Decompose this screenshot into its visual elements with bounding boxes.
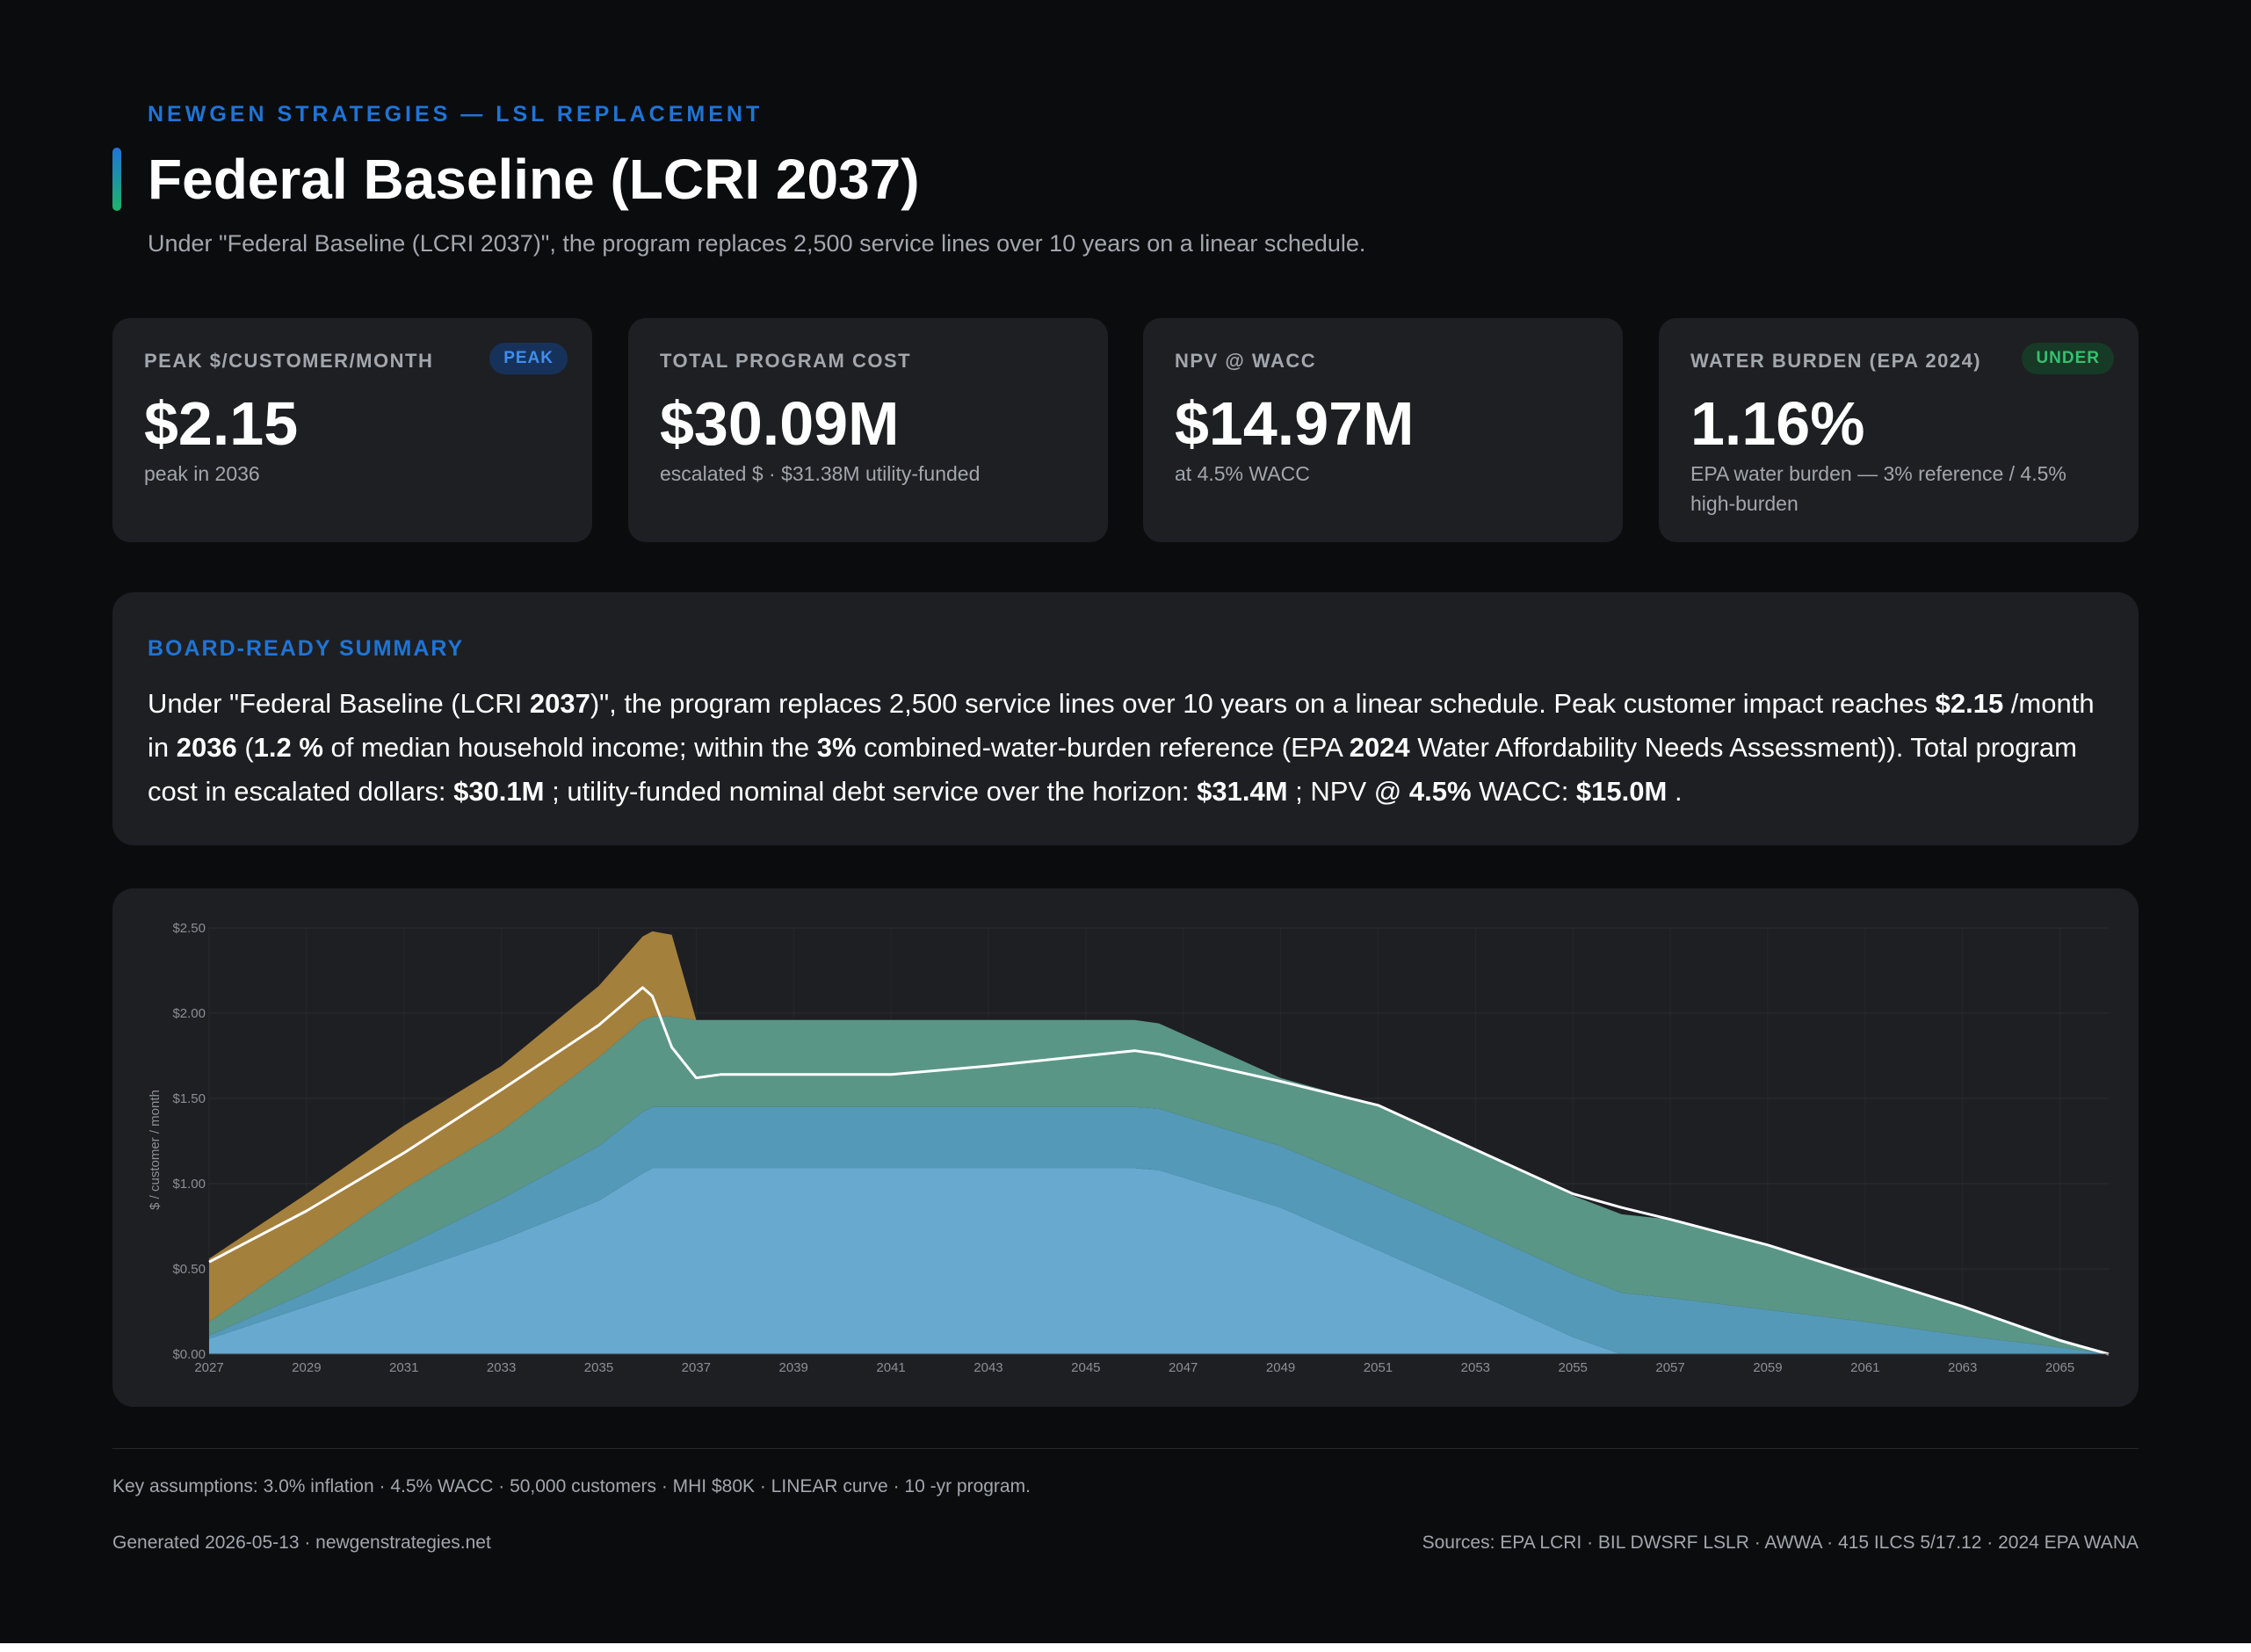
summary-emphasis: $31.4M — [1197, 776, 1288, 807]
x-tick-label: 2063 — [1948, 1360, 1977, 1375]
summary-emphasis: 2036 — [176, 732, 237, 763]
kpi-label: WATER BURDEN (EPA 2024) — [1690, 350, 1982, 372]
summary-fragment: WACC: — [1471, 776, 1576, 807]
page-subtitle: Under "Federal Baseline (LCRI 2037)", th… — [148, 230, 1366, 257]
summary-emphasis: 4.5% — [1408, 776, 1472, 807]
summary-fragment: /month in — [148, 688, 2095, 763]
kpi-card-water-burden: WATER BURDEN (EPA 2024) UNDER 1.16% EPA … — [1659, 318, 2139, 542]
kpi-sub: at 4.5% WACC — [1175, 462, 1310, 485]
kpi-label: PEAK $/CUSTOMER/MONTH — [144, 350, 434, 372]
kpi-sub: escalated $ · $31.38M utility-funded — [660, 462, 981, 485]
x-tick-label: 2029 — [292, 1360, 321, 1375]
summary-emphasis: $30.1M — [453, 776, 545, 807]
series-area-1 — [209, 1168, 2109, 1354]
x-tick-label: 2041 — [876, 1360, 905, 1375]
x-tick-label: 2049 — [1266, 1360, 1295, 1375]
sources-note: Sources: EPA LCRI · BIL DWSRF LSLR · AWW… — [1422, 1532, 2139, 1553]
y-tick-label: $1.00 — [172, 1177, 206, 1192]
stacked-area-chart: $0.00 $0.50 $1.00 $1.50 $2.00 $2.50 2027 2029 20… — [148, 921, 2110, 1375]
x-tick-label: 2045 — [1071, 1360, 1100, 1375]
summary-emphasis: $2.15 — [1935, 688, 2004, 719]
footer-divider — [112, 1448, 2139, 1449]
x-tick-label: 2051 — [1364, 1360, 1393, 1375]
total-line — [208, 986, 2110, 1356]
x-tick-label: 2059 — [1753, 1360, 1782, 1375]
kpi-sub: peak in 2036 — [144, 462, 260, 485]
kpi-value: 1.16% — [1690, 389, 1865, 458]
summary-emphasis: 2037 — [529, 688, 590, 719]
x-tick-label: 2057 — [1655, 1360, 1684, 1375]
kpi-label: TOTAL PROGRAM COST — [660, 350, 912, 372]
generated-note: Generated 2026-05-13 · newgenstrategies.… — [112, 1532, 491, 1553]
kpi-sub: EPA water burden — 3% reference / 4.5% h… — [1690, 462, 2066, 515]
y-tick-label: $0.50 — [172, 1262, 206, 1277]
page-title: Federal Baseline (LCRI 2037) — [148, 148, 920, 211]
title-accent-bar — [112, 148, 121, 211]
x-tick-label: 2027 — [194, 1360, 223, 1375]
summary-text: Under "Federal Baseline (LCRI 2037)", th… — [148, 682, 2098, 814]
x-tick-label: 2055 — [1559, 1360, 1588, 1375]
summary-emphasis: 2024 — [1349, 732, 1410, 763]
summary-emphasis: 3% — [816, 732, 857, 763]
summary-fragment: ; NPV @ — [1287, 776, 1409, 807]
summary-fragment: )", the program replaces 2,500 service l… — [590, 688, 1936, 719]
kpi-card-peak: PEAK $/CUSTOMER/MONTH PEAK $2.15 peak in… — [112, 318, 592, 542]
summary-fragment: ( — [236, 732, 254, 763]
y-tick-label: $2.00 — [172, 1006, 206, 1021]
summary-label: BOARD-READY SUMMARY — [148, 636, 465, 661]
y-tick-label: $1.50 — [172, 1091, 206, 1106]
x-tick-label: 2053 — [1461, 1360, 1490, 1375]
x-tick-label: 2035 — [584, 1360, 613, 1375]
summary-emphasis: $15.0M — [1575, 776, 1668, 807]
board-summary-card: BOARD-READY SUMMARY Under "Federal Basel… — [112, 592, 2139, 845]
x-tick-label: 2031 — [389, 1360, 418, 1375]
kpi-value: $14.97M — [1175, 389, 1415, 458]
kpi-value: $2.15 — [144, 389, 299, 458]
summary-fragment: ; utility-funded nominal debt service ov… — [544, 776, 1198, 807]
x-tick-label: 2033 — [487, 1360, 516, 1375]
page-bottom-strip — [0, 1643, 2251, 1652]
y-tick-label: $2.50 — [172, 921, 206, 936]
summary-fragment: Under "Federal Baseline (LCRI — [148, 688, 530, 719]
chart-card: $0.00 $0.50 $1.00 $1.50 $2.00 $2.50 2027 2029 20… — [112, 888, 2139, 1407]
summary-emphasis: 1.2 % — [253, 732, 323, 763]
y-axis-title: $ / customer / month — [148, 1090, 163, 1210]
x-tick-label: 2039 — [779, 1360, 808, 1375]
summary-fragment: of median household income; within the — [322, 732, 817, 763]
summary-fragment: . — [1667, 776, 1683, 807]
kpi-label: NPV @ WACC — [1175, 350, 1317, 372]
key-assumptions: Key assumptions: 3.0% inflation · 4.5% W… — [112, 1476, 1031, 1496]
kpi-card-total-cost: TOTAL PROGRAM COST $30.09M escalated $ ·… — [628, 318, 1108, 542]
x-tick-label: 2037 — [682, 1360, 711, 1375]
series-area-3 — [209, 1016, 2109, 1354]
y-tick-label: $0.00 — [172, 1347, 206, 1362]
summary-fragment: combined-water-burden reference (EPA — [856, 732, 1350, 763]
x-tick-label: 2065 — [2045, 1360, 2074, 1375]
eyebrow-label: NEWGEN STRATEGIES — LSL REPLACEMENT — [148, 102, 764, 127]
kpi-value: $30.09M — [660, 389, 900, 458]
series-area-2 — [209, 1106, 2109, 1354]
peak-badge: PEAK — [489, 343, 568, 374]
x-tick-label: 2047 — [1169, 1360, 1198, 1375]
under-badge: UNDER — [2022, 343, 2114, 374]
kpi-card-npv: NPV @ WACC $14.97M at 4.5% WACC — [1143, 318, 1623, 542]
x-tick-label: 2043 — [974, 1360, 1002, 1375]
x-tick-label: 2061 — [1850, 1360, 1879, 1375]
summary-fragment: Water Affordability Needs Assessment)). … — [148, 732, 2077, 807]
